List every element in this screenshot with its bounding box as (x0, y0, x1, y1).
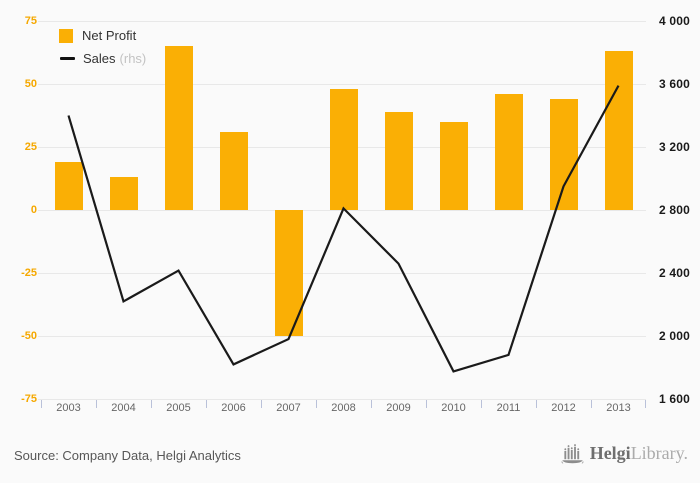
gridline (38, 83, 646, 85)
gridline (38, 398, 646, 400)
x-axis-label-2003: 2003 (56, 402, 81, 414)
legend-label-net-profit: Net Profit (82, 28, 137, 43)
x-axis-label-2007: 2007 (276, 402, 301, 414)
net-profit-swatch-icon (59, 28, 73, 43)
x-axis-label-2004: 2004 (111, 402, 136, 414)
legend-item-sales: Sales (rhs) (59, 47, 146, 70)
legend-label-sales: Sales (83, 51, 116, 66)
x-axis-label-2009: 2009 (386, 402, 411, 414)
bar-2008 (329, 89, 358, 210)
left-axis-tick-label: 50 (24, 78, 37, 90)
bar-2012 (549, 99, 578, 210)
right-axis-tick-label: 1 600 (659, 392, 691, 406)
x-axis-tick (96, 400, 97, 408)
x-axis-label-2006: 2006 (221, 402, 246, 414)
bar-2006 (219, 131, 248, 210)
x-axis-tick (426, 400, 427, 408)
legend-item-net-profit: Net Profit (59, 24, 146, 47)
right-axis-tick-label: 3 600 (659, 77, 691, 91)
right-axis-tick-label: 2 400 (659, 266, 691, 280)
bar-2009 (384, 111, 413, 210)
bar-2010 (439, 121, 468, 210)
x-axis-label-2010: 2010 (441, 402, 466, 414)
logo-text-helgi: Helgi (589, 443, 631, 463)
x-axis-label-2005: 2005 (166, 402, 191, 414)
x-axis-tick (481, 400, 482, 408)
right-axis-tick-label: 4 000 (659, 14, 691, 28)
source-note: Source: Company Data, Helgi Analytics (14, 448, 241, 463)
left-axis-tick-label: -75 (21, 393, 37, 405)
left-axis-tick-label: 75 (24, 15, 37, 27)
gridline (38, 20, 646, 22)
bar-2003 (54, 162, 83, 210)
x-axis-tick (151, 400, 152, 408)
x-axis-tick (591, 400, 592, 408)
logo-text-library: Library. (630, 443, 688, 463)
x-axis-tick (645, 400, 646, 408)
castle-icon (560, 444, 584, 465)
x-axis-label-2012: 2012 (551, 402, 576, 414)
legend: Net Profit Sales (rhs) (59, 24, 146, 70)
sales-line-path (67, 85, 620, 373)
x-axis-tick (371, 400, 372, 408)
helgi-library-logo: HelgiLibrary. (560, 441, 688, 466)
x-axis-tick (261, 400, 262, 408)
x-axis-tick (41, 400, 42, 408)
legend-suffix-rhs: (rhs) (119, 51, 147, 66)
x-axis-tick (536, 400, 537, 408)
bar-2011 (494, 94, 523, 210)
left-axis-tick-label: -50 (21, 330, 37, 342)
x-axis-tick (316, 400, 317, 408)
bar-2004 (109, 177, 138, 210)
right-axis-tick-label: 2 000 (659, 329, 691, 343)
bar-2005 (164, 46, 193, 210)
sales-line-swatch-icon (60, 57, 75, 60)
x-axis-tick (206, 400, 207, 408)
x-axis-label-2013: 2013 (606, 402, 631, 414)
bar-2013 (604, 51, 633, 210)
gridline (38, 335, 646, 337)
x-axis-label-2011: 2011 (496, 402, 521, 414)
plot-area: Net Profit Sales (rhs) (38, 20, 646, 408)
right-axis-tick-label: 3 200 (659, 140, 691, 154)
x-axis-label-2008: 2008 (331, 402, 356, 414)
left-axis-tick-label: 25 (24, 141, 37, 153)
gridline (38, 272, 646, 274)
left-axis-tick-label: -25 (21, 267, 37, 279)
left-axis-tick-label: 0 (30, 204, 37, 216)
sales-line (67, 85, 620, 373)
logo-text: HelgiLibrary. (590, 443, 688, 464)
right-axis-tick-label: 2 800 (659, 203, 691, 217)
